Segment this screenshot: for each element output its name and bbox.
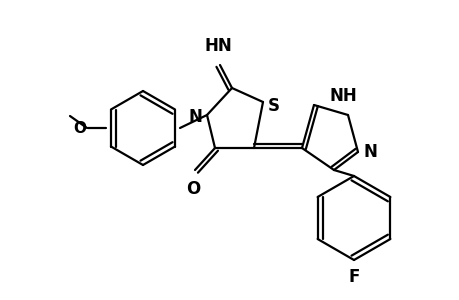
Text: O: O	[185, 180, 200, 198]
Text: N: N	[188, 108, 202, 126]
Text: S: S	[268, 97, 280, 115]
Text: N: N	[363, 143, 377, 161]
Text: NH: NH	[328, 87, 356, 105]
Text: F: F	[347, 268, 359, 286]
Text: O: O	[73, 121, 86, 136]
Text: HN: HN	[204, 37, 231, 55]
